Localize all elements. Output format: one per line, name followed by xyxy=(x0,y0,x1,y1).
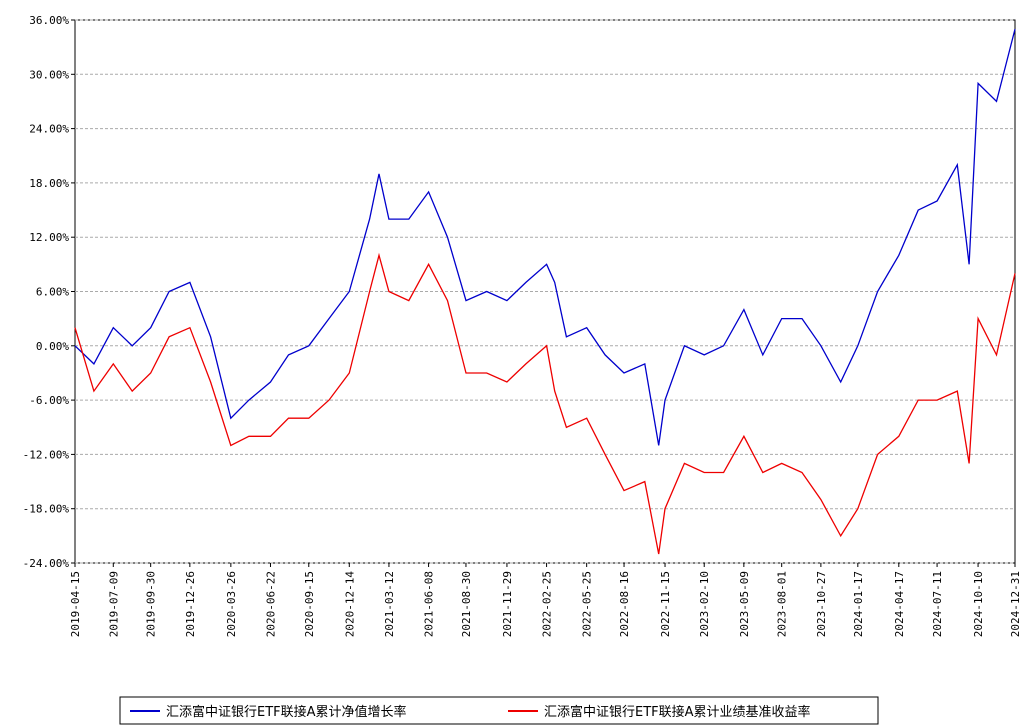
series-line xyxy=(74,252,1016,555)
y-tick-label: 0.00% xyxy=(36,340,69,353)
x-tick-label: 2021-06-08 xyxy=(423,571,436,637)
x-tick-label: 2020-03-26 xyxy=(225,571,238,637)
x-tick-label: 2024-04-17 xyxy=(893,571,906,637)
x-tick-label: 2019-12-26 xyxy=(184,571,197,637)
x-tick-label: 2023-08-01 xyxy=(776,571,789,637)
legend-box xyxy=(119,696,879,725)
series-line xyxy=(74,28,1016,446)
x-tick-label: 2023-05-09 xyxy=(738,571,751,637)
x-tick-label: 2024-07-11 xyxy=(931,571,944,637)
y-tick-label: 30.00% xyxy=(29,68,69,81)
x-tick-label: 2019-04-15 xyxy=(69,571,82,637)
x-tick-label: 2020-12-14 xyxy=(343,571,356,638)
x-tick-label: 2020-06-22 xyxy=(264,571,277,637)
y-tick-label: 24.00% xyxy=(29,123,69,136)
x-tick-label: 2021-08-30 xyxy=(460,571,473,637)
legend-label: 汇添富中证银行ETF联接A累计净值增长率 xyxy=(166,704,407,720)
x-tick-label: 2022-11-15 xyxy=(659,571,672,637)
y-tick-label: -24.00% xyxy=(23,557,70,570)
y-tick-label: 12.00% xyxy=(29,231,69,244)
y-tick-label: -6.00% xyxy=(29,394,69,407)
x-tick-label: 2023-10-27 xyxy=(815,571,828,637)
x-tick-label: 2019-09-30 xyxy=(145,571,158,637)
y-tick-label: 36.00% xyxy=(29,14,69,27)
x-tick-label: 2020-09-15 xyxy=(303,571,316,637)
y-tick-label: -18.00% xyxy=(23,503,70,516)
x-tick-label: 2019-07-09 xyxy=(107,571,120,637)
x-tick-label: 2022-05-25 xyxy=(581,571,594,637)
x-tick-label: 2024-12-31 xyxy=(1009,571,1021,637)
x-tick-label: 2023-02-10 xyxy=(698,571,711,637)
x-tick-label: 2022-08-16 xyxy=(618,571,631,637)
y-tick-label: 18.00% xyxy=(29,177,69,190)
x-tick-label: 2024-10-10 xyxy=(972,571,985,637)
legend-label: 汇添富中证银行ETF联接A累计业绩基准收益率 xyxy=(544,704,811,720)
x-tick-label: 2024-01-17 xyxy=(852,571,865,637)
y-tick-label: -12.00% xyxy=(23,448,70,461)
x-tick-label: 2022-02-25 xyxy=(541,571,554,637)
y-tick-label: 6.00% xyxy=(36,286,69,299)
x-tick-label: 2021-03-12 xyxy=(383,571,396,637)
x-tick-label: 2021-11-29 xyxy=(501,571,514,637)
